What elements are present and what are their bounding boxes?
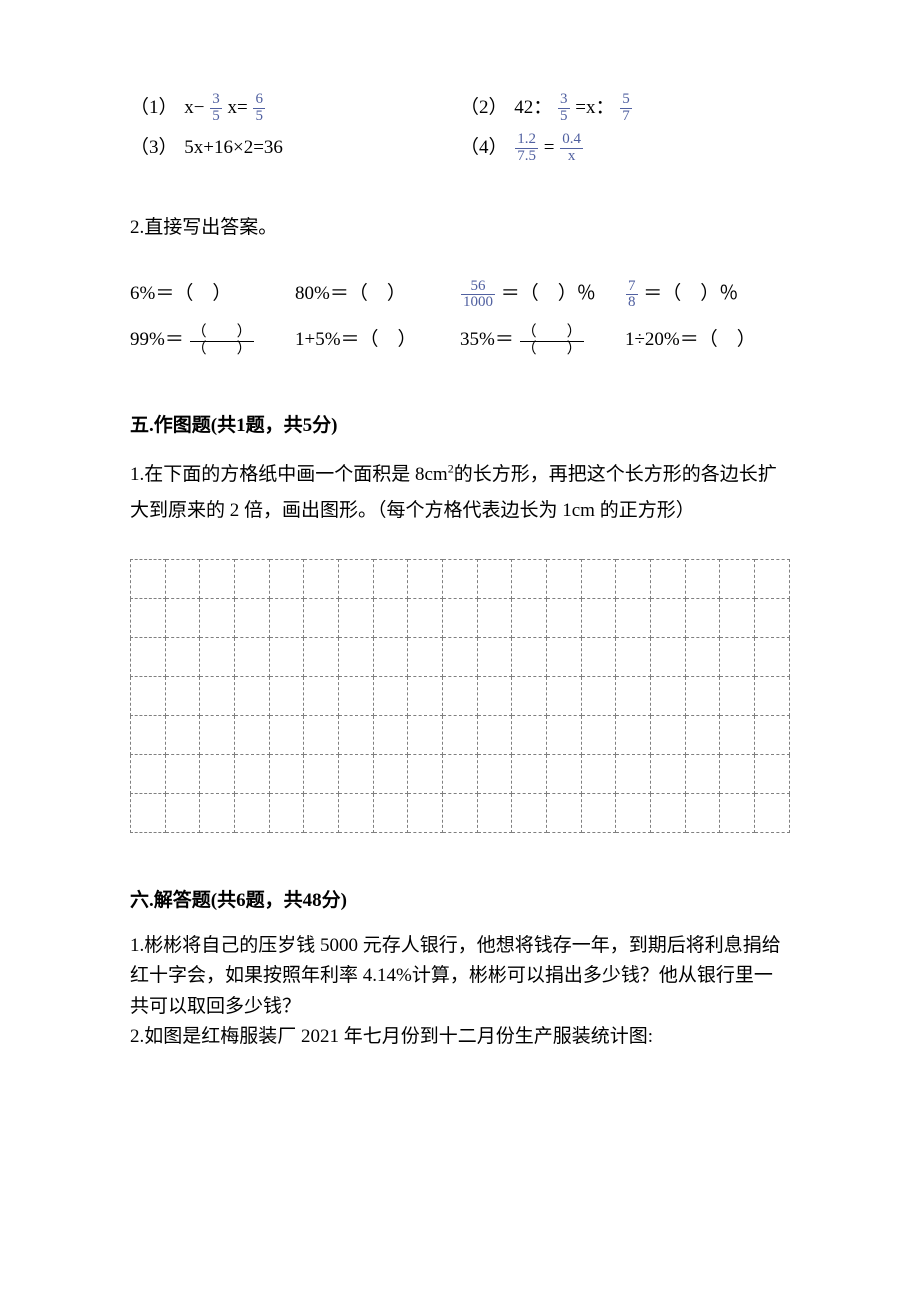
section6-heading: 六.解答题(共6题，共48分) [130, 883, 790, 919]
q2-heading: 2.直接写出答案。 [130, 210, 790, 246]
equation-row-1: （1） x− 3 5 x= 6 5 （2） 42： 3 5 =x： 5 7 [130, 90, 790, 126]
equation-row-2: （3） 5x+16×2=36 （4） 1.2 7.5 = 0.4 x [130, 130, 790, 166]
q2-b1: 99%＝ （ ） （ ） [130, 322, 295, 358]
eq3-label: （3） [130, 137, 178, 158]
equation-4: （4） 1.2 7.5 = 0.4 x [460, 130, 790, 166]
q2-b3: 35%＝ （ ） （ ） [460, 322, 625, 358]
q2-b1-frac: （ ） （ ） [190, 325, 254, 358]
eq4-label: （4） [460, 137, 508, 158]
q2-b3-frac: （ ） （ ） [520, 325, 584, 358]
eq4-mid: = [544, 137, 559, 158]
q2-b2: 1+5%＝（ ） [295, 322, 460, 358]
eq1-mid: x= [227, 97, 252, 118]
eq2-label: （2） [460, 97, 508, 118]
q2-a4-frac: 7 8 [626, 279, 638, 312]
section6-q1: 1.彬彬将自己的压岁钱 5000 元存人银行，他想将钱存一年，到期后将利息捐给 … [130, 931, 790, 1022]
drawing-grid [130, 559, 790, 833]
eq4-frac1: 1.2 7.5 [515, 132, 538, 165]
section6-q2: 2.如图是红梅服装厂 2021 年七月份到十二月份生产服装统计图: [130, 1022, 790, 1052]
section5-heading: 五.作图题(共1题，共5分) [130, 408, 790, 444]
equation-2: （2） 42： 3 5 =x： 5 7 [460, 90, 790, 126]
eq2-frac1: 3 5 [558, 92, 570, 125]
section5-q1-line1: 1.在下面的方格纸中画一个面积是 8cm2的长方形，再把这个长方形的各边长扩 [130, 457, 790, 493]
eq1-frac1: 3 5 [210, 92, 222, 125]
eq1-label: （1） [130, 97, 178, 118]
q2-row-2: 99%＝ （ ） （ ） 1+5%＝（ ） 35%＝ （ ） （ ） 1÷20%… [130, 322, 790, 358]
equation-1: （1） x− 3 5 x= 6 5 [130, 90, 460, 126]
q2-row-1: 6%＝（ ） 80%＝（ ） 56 1000 ＝（ ）％ 7 8 ＝（ ）％ [130, 276, 790, 312]
q2-a1: 6%＝（ ） [130, 276, 295, 312]
eq4-frac2: 0.4 x [560, 132, 583, 165]
eq1-before: x− [184, 97, 209, 118]
equation-3: （3） 5x+16×2=36 [130, 130, 460, 166]
eq2-frac2: 5 7 [620, 92, 632, 125]
q2-a3: 56 1000 ＝（ ）％ [460, 276, 625, 312]
eq2-mid: =x： [575, 97, 614, 118]
q2-b4: 1÷20%＝（ ） [625, 322, 790, 358]
q2-a3-frac: 56 1000 [461, 279, 495, 312]
eq2-before: 42： [514, 97, 552, 118]
section5-q1-line2: 大到原来的 2 倍，画出图形。（每个方格代表边长为 1cm 的正方形） [130, 493, 790, 529]
q2-a2: 80%＝（ ） [295, 276, 460, 312]
eq3-txt: 5x+16×2=36 [184, 137, 283, 158]
q2-a4: 7 8 ＝（ ）％ [625, 276, 790, 312]
eq1-frac2: 6 5 [253, 92, 265, 125]
